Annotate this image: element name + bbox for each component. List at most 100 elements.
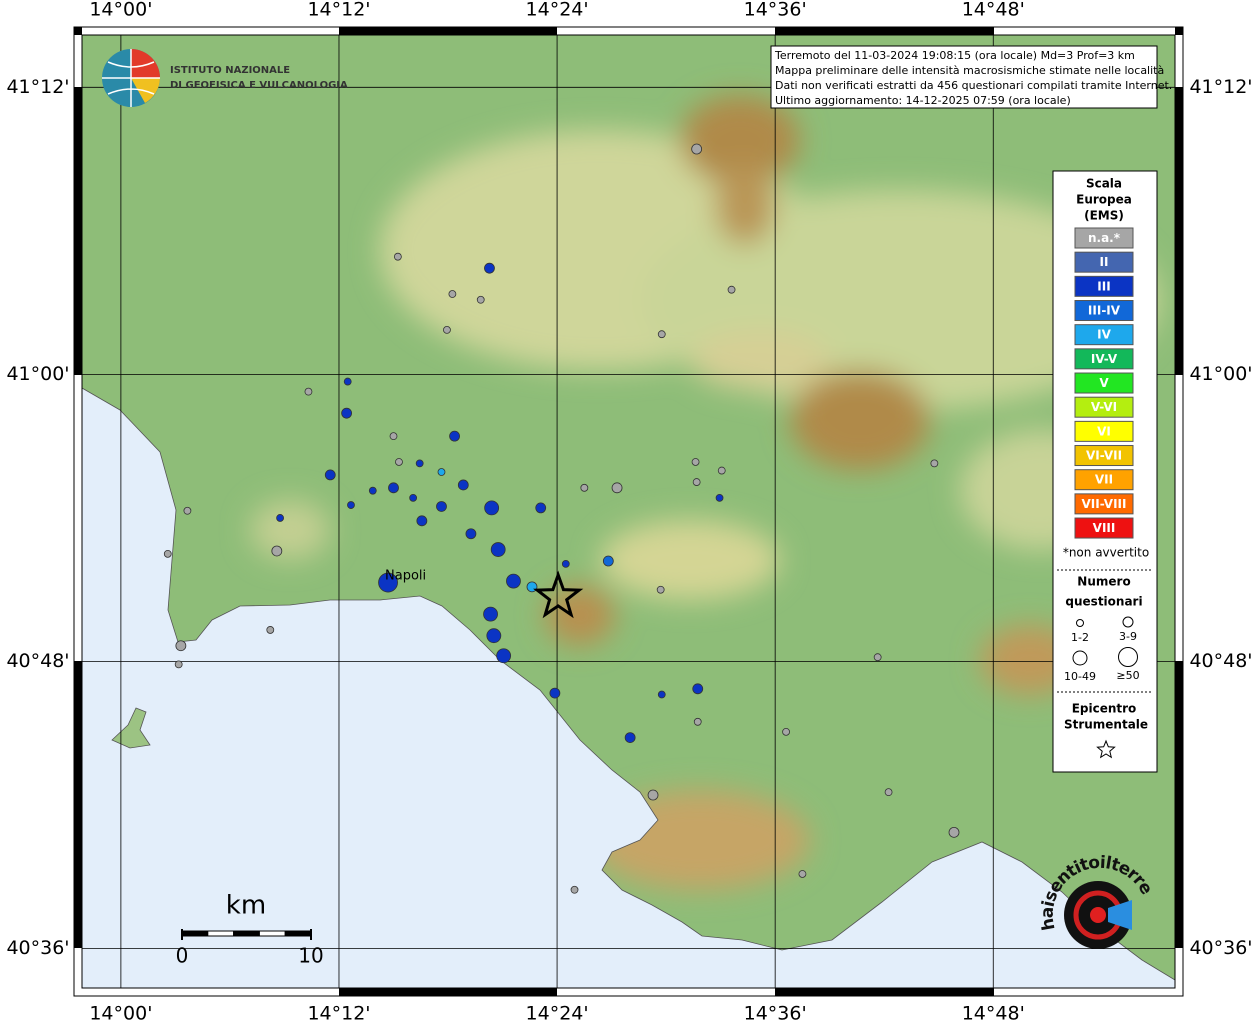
intensity-point (476, 295, 485, 304)
legend-label: V-VI (1091, 400, 1117, 414)
intensity-point (341, 407, 353, 419)
intensity-point (561, 559, 570, 568)
points (163, 143, 960, 894)
intensity-point (873, 653, 882, 662)
intensity-point (347, 501, 355, 509)
intensity-point (378, 572, 398, 593)
island (111, 707, 151, 749)
intensity-point (395, 458, 403, 466)
city-label: Napoli (385, 569, 426, 584)
intensity-point (930, 459, 939, 468)
intensity-point (409, 493, 418, 502)
legend-swatch (1074, 324, 1134, 346)
intensity-point (271, 545, 283, 557)
lat-tick-label: 41°12' (6, 76, 69, 98)
info-line: Mappa preliminare delle intensità macros… (775, 64, 1164, 77)
legend-title: Europea (1076, 193, 1132, 207)
intensity-point (691, 143, 703, 155)
intensity-point (624, 732, 636, 743)
ingv-logo: ISTITUTO NAZIONALE DI GEOFISICA E VULCAN… (102, 49, 348, 107)
lat-tick-label: 40°48' (1189, 650, 1252, 672)
lon-tick-label: 14°36' (744, 0, 807, 21)
legend-size-label: 1-2 (1071, 631, 1089, 644)
legend-star (1096, 739, 1116, 759)
intensity-point (183, 506, 192, 515)
watermark-center (1090, 907, 1106, 923)
legend-size-label: 3-9 (1119, 630, 1137, 643)
intensity-point (549, 687, 561, 699)
intensity-point (656, 585, 665, 594)
legend-swatch (1074, 445, 1134, 467)
legend-label: VIII (1093, 521, 1116, 535)
intensity-point (457, 479, 469, 491)
info-line: Dati non verificati estratti da 456 ques… (775, 79, 1172, 92)
logo-text: DI GEOFISICA E VULCANOLOGIA (170, 80, 348, 91)
intensity-point (490, 542, 506, 557)
frame (73, 26, 1184, 997)
legend-label: IV (1097, 328, 1111, 342)
lat-tick-label: 41°12' (1189, 76, 1252, 98)
intensity-point (389, 432, 398, 441)
intensity-point (437, 468, 446, 476)
intensity-point (388, 482, 399, 494)
intensity-point (496, 648, 512, 664)
legend-size (1118, 647, 1138, 667)
lon-tick-label: 14°36' (744, 1003, 807, 1024)
legend-size (1072, 650, 1088, 666)
intensity-point (368, 486, 377, 495)
legend-label: VI (1097, 424, 1111, 438)
intensity-point (693, 717, 702, 726)
scale-bar: km 0 10 (176, 891, 324, 968)
info-box: Terremoto del 11-03-2024 19:08:15 (ora l… (770, 45, 1172, 109)
intensity-point (393, 252, 402, 261)
legend-label: III-IV (1088, 304, 1121, 318)
intensity-point (782, 727, 790, 736)
legend-title: Epicentro (1072, 702, 1137, 716)
lon-tick-label: 14°12' (307, 1003, 370, 1024)
legend-swatch (1074, 469, 1134, 491)
legend-label: II (1100, 255, 1109, 269)
epicenter (533, 570, 584, 619)
scale-bar-segments: 0 10 (176, 929, 324, 968)
scale-unit: km (226, 891, 266, 921)
lon-tick-label: 14°24' (526, 1003, 589, 1024)
intensity-point (727, 285, 736, 294)
intensity-point (436, 501, 447, 512)
scale-segment (258, 930, 286, 937)
intensity-point (691, 458, 700, 466)
graticule (82, 35, 1175, 988)
intensity-point (506, 573, 521, 589)
legend-swatch (1074, 300, 1134, 322)
legend-swatch (1074, 275, 1134, 297)
legend-swatch (1074, 251, 1134, 273)
intensity-point (266, 626, 275, 634)
lon-tick-label: 14°00' (89, 1003, 152, 1024)
legend-label: IV-V (1091, 352, 1118, 366)
legend-note: *non avvertito (1063, 546, 1149, 560)
intensity-point (602, 555, 614, 567)
scale-tick-label: 10 (298, 944, 323, 968)
frame-inner (81, 34, 1176, 989)
intensity-point (486, 628, 502, 644)
info-line: Terremoto del 11-03-2024 19:08:15 (ora l… (774, 49, 1135, 62)
intensity-point (163, 549, 172, 558)
lon-tick-label: 14°48' (962, 1003, 1025, 1024)
legend-swatch (1074, 517, 1134, 539)
logo-lines (102, 49, 160, 107)
scale-segment (284, 930, 312, 937)
info-frame (770, 45, 1158, 109)
intensity-point (483, 606, 498, 622)
intensity-point (484, 262, 495, 274)
frame-outer (73, 26, 1184, 997)
legend: Scala Europea (EMS) *non avvertito Numer… (1052, 170, 1158, 773)
watermark-wave (1108, 900, 1132, 930)
terrain (82, 35, 1175, 988)
legend-size-label: 10-49 (1064, 670, 1096, 683)
lat-tick-label: 40°48' (6, 650, 69, 672)
intensity-point (798, 870, 807, 878)
sea (82, 387, 1175, 988)
legend-label: VII (1095, 473, 1113, 487)
intensity-point (692, 478, 701, 486)
legend-swatch (1074, 227, 1134, 249)
